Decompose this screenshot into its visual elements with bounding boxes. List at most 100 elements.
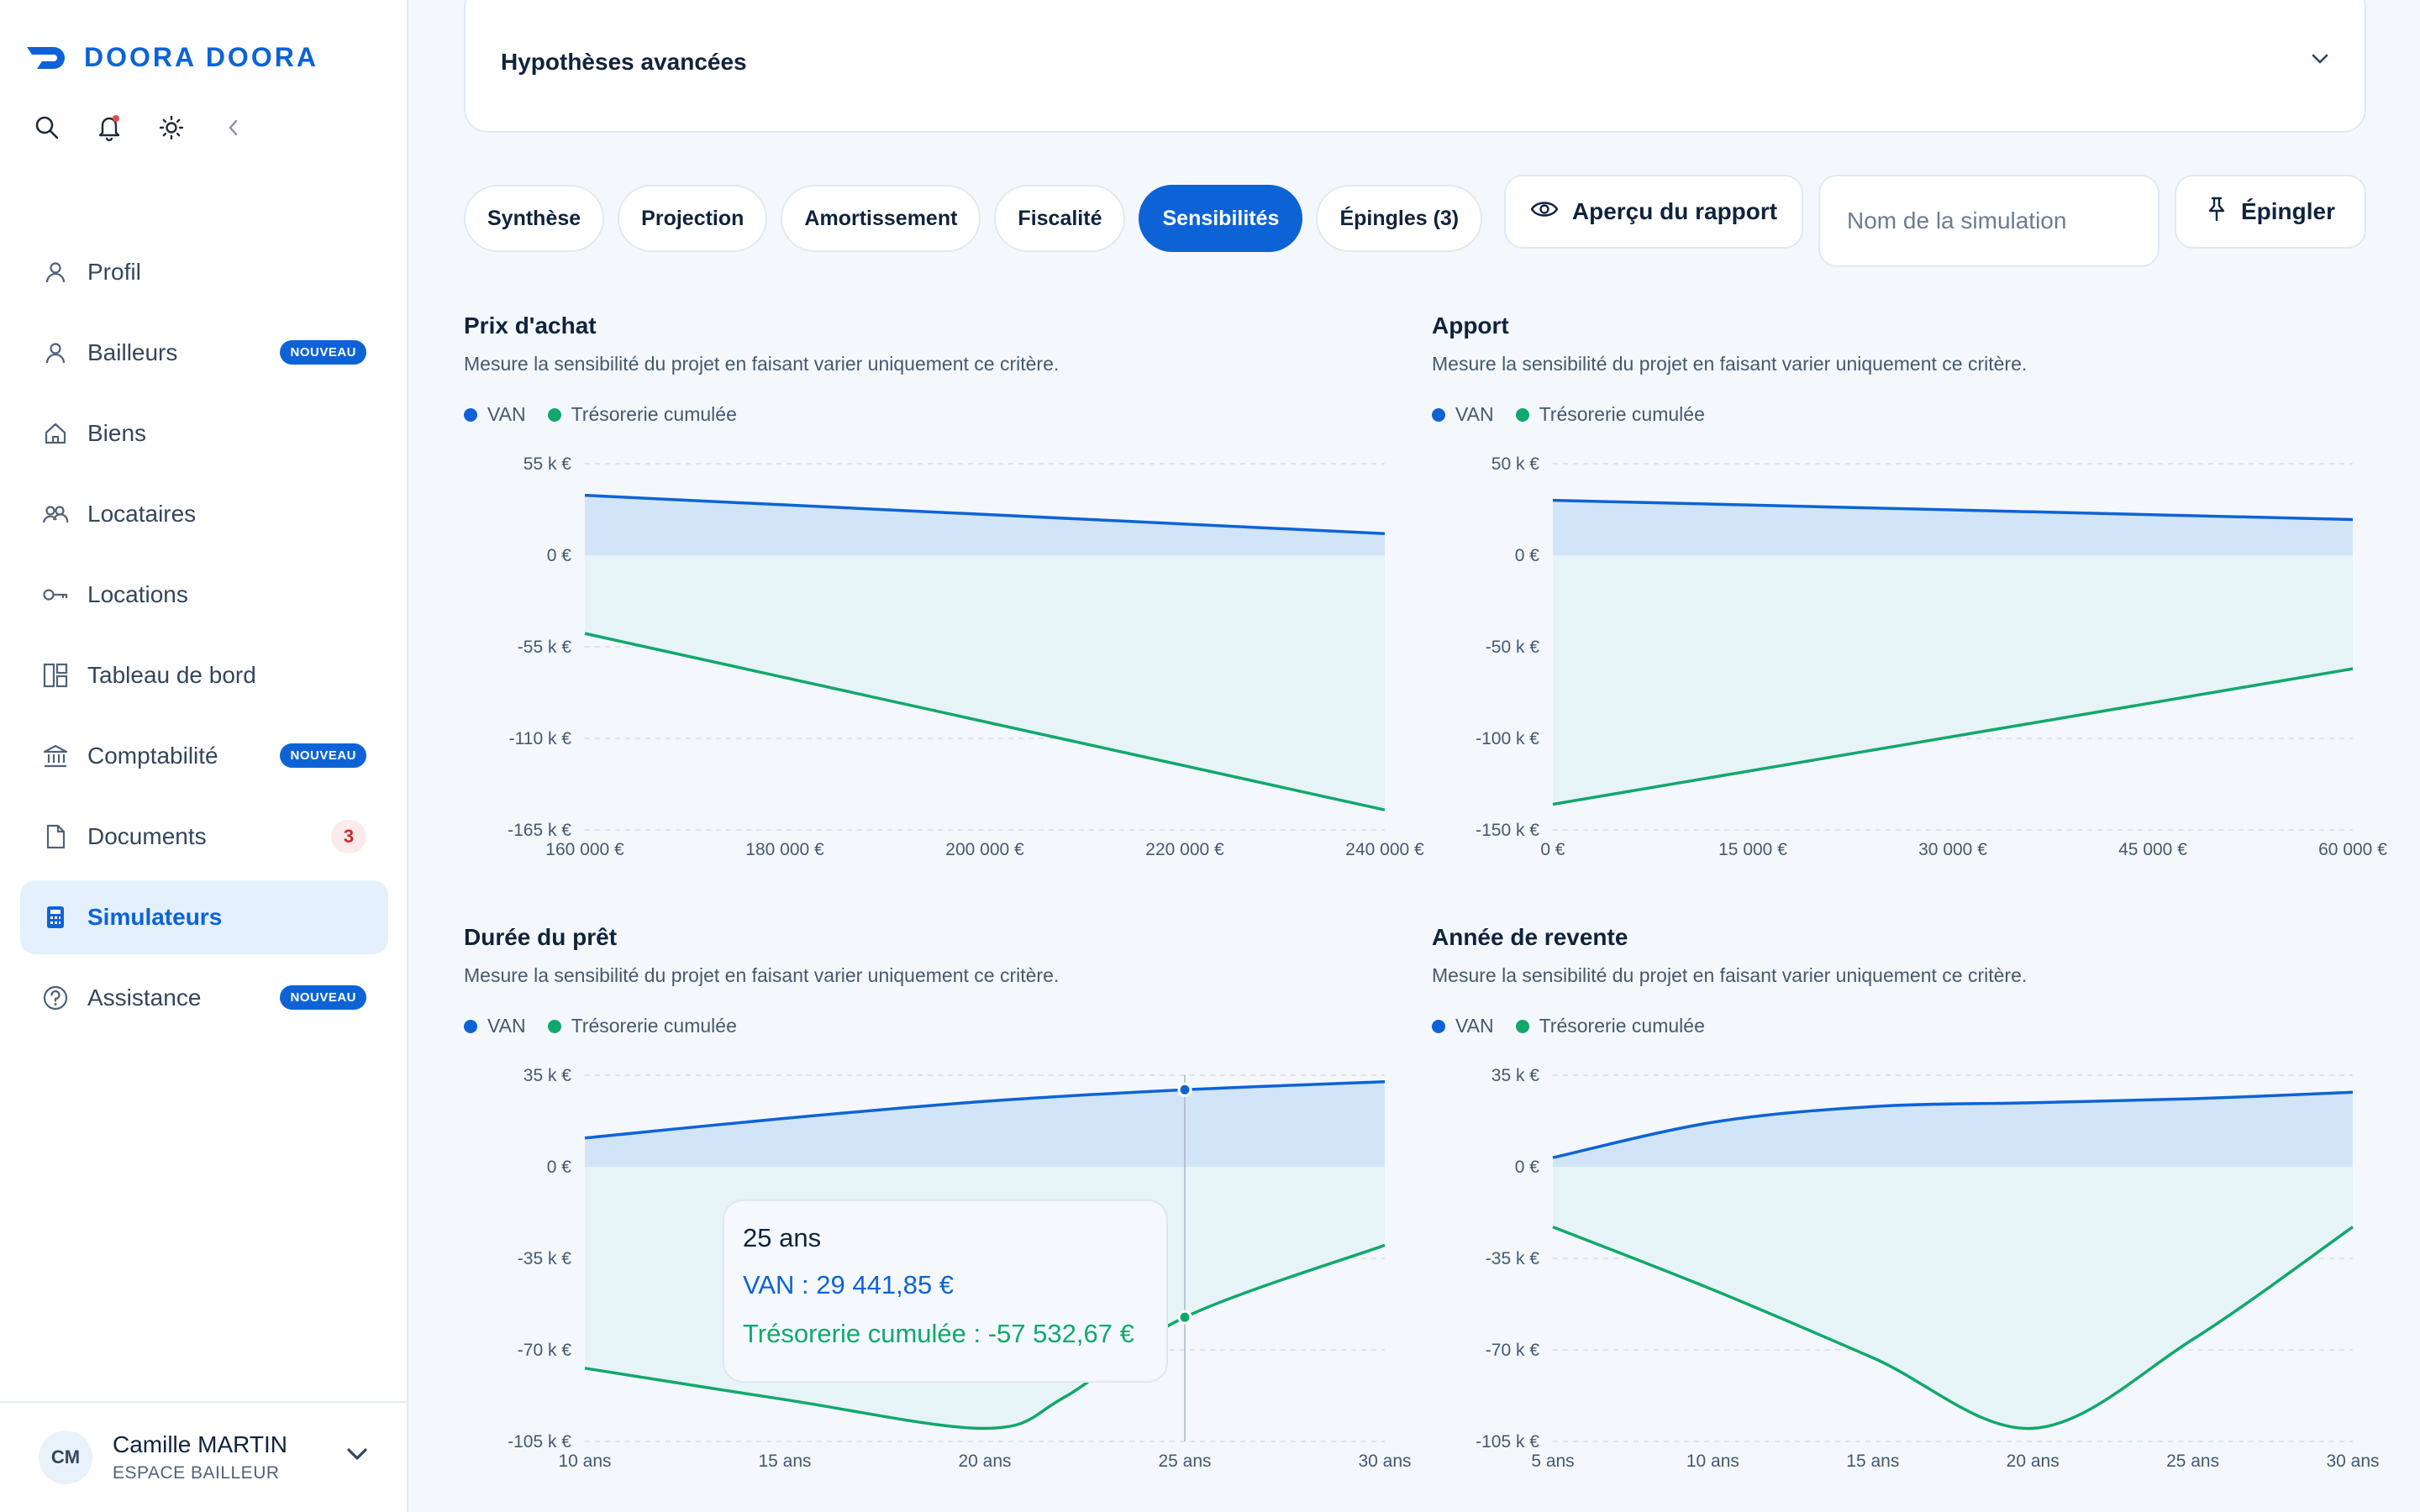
document-icon [39, 820, 72, 853]
eye-icon [1530, 198, 1559, 225]
x-tick-label: 30 ans [1358, 1452, 1411, 1471]
chevron-down-icon[interactable] [345, 1445, 370, 1467]
chart-description: Mesure la sensibilité du projet en faisa… [464, 353, 1060, 375]
van-line [1552, 1090, 2354, 1159]
y-tick-label: -70 k € [518, 1341, 572, 1360]
legend-dot-treso [1515, 407, 1529, 422]
chevron-down-icon[interactable] [2309, 50, 2331, 71]
chart-legend: VAN Trésorerie cumulée [464, 403, 737, 426]
sidebar-item-label: Bailleurs [87, 339, 178, 365]
x-tick-label: 60 000 € [2318, 840, 2387, 859]
legend-item-van[interactable]: VAN [464, 1015, 526, 1037]
user-role: ESPACE BAILLEUR [113, 1463, 280, 1483]
legend-label: VAN [487, 1015, 526, 1037]
chart-title: Durée du prêt [464, 924, 618, 950]
tab-fiscalite[interactable]: Fiscalité [994, 185, 1126, 252]
main-navigation: Profil Bailleurs NOUVEAU Biens Locataire… [20, 235, 388, 1042]
x-tick-label: 160 000 € [545, 840, 624, 859]
tooltip-treso: Trésorerie cumulée : -57 532,67 € [743, 1319, 1134, 1348]
treso-area [1553, 555, 2353, 805]
legend-label: VAN [487, 403, 526, 425]
legend-item-treso[interactable]: Trésorerie cumulée [1515, 403, 1705, 426]
sidebar-item-label: Profil [87, 259, 141, 285]
chart-prix-achat[interactable]: 55 k € 0 € -55 k € -110 k € -165 k €160 000 … [464, 438, 1424, 909]
sidebar-toolbar [34, 114, 247, 141]
brand-name: DOORA DOORA [84, 42, 318, 72]
x-tick-label: 240 000 € [1345, 840, 1424, 859]
sidebar-item-documents[interactable]: Documents 3 [20, 800, 388, 874]
user-name: Camille MARTIN [113, 1431, 287, 1457]
chart-panel-annee-revente: Année de revente Mesure la sensibilité d… [1432, 924, 2390, 1512]
x-tick-label: 15 000 € [1718, 840, 1787, 859]
tab-synthese[interactable]: Synthèse [464, 185, 605, 252]
collapse-chevron-icon[interactable] [220, 114, 247, 141]
x-tick-label: 30 ans [2326, 1452, 2379, 1471]
legend-label: Trésorerie cumulée [571, 1015, 737, 1037]
sidebar-item-locations[interactable]: Locations [20, 558, 388, 632]
user-menu[interactable]: CM Camille MARTIN ESPACE BAILLEUR [0, 1401, 408, 1512]
x-tick-label: 20 ans [2007, 1452, 2060, 1471]
tab-epingles[interactable]: Épingles (3) [1316, 185, 1483, 252]
user-info: Camille MARTIN ESPACE BAILLEUR [113, 1431, 287, 1483]
sidebar-item-biens[interactable]: Biens [20, 396, 388, 470]
chart-panel-prix-achat: Prix d'achat Mesure la sensibilité du pr… [464, 312, 1424, 900]
sidebar-item-assistance[interactable]: Assistance NOUVEAU [20, 961, 388, 1035]
y-tick-label: 35 k € [523, 1066, 572, 1085]
pin-button[interactable]: Épingler [2175, 175, 2366, 249]
theme-sun-icon[interactable] [158, 114, 185, 141]
search-icon[interactable] [34, 114, 60, 141]
y-tick-label: 55 k € [523, 454, 572, 474]
y-tick-label: -165 k € [508, 821, 571, 840]
y-tick-label: -35 k € [1486, 1249, 1540, 1268]
y-tick-label: 0 € [547, 546, 572, 565]
report-preview-button[interactable]: Aperçu du rapport [1504, 175, 1803, 249]
van-line [1552, 498, 2354, 522]
sidebar-item-simulateurs[interactable]: Simulateurs [20, 880, 388, 954]
y-tick-label: 35 k € [1491, 1066, 1540, 1085]
legend-item-van[interactable]: VAN [1432, 1015, 1494, 1037]
new-badge: NOUVEAU [280, 985, 366, 1010]
legend-item-treso[interactable]: Trésorerie cumulée [1515, 1015, 1705, 1037]
sidebar-item-label: Tableau de bord [87, 662, 256, 688]
x-tick-label: 0 € [1540, 840, 1565, 859]
brand-logo[interactable]: DOORA DOORA [25, 42, 318, 73]
chart-apport[interactable]: 50 k €0 €-50 k €-100 k €-150 k €0 €15 00… [1432, 438, 2387, 909]
tooltip-van: VAN : 29 441,85 € [743, 1270, 955, 1299]
simulation-name-input[interactable] [1818, 175, 2160, 267]
sidebar-item-profil[interactable]: Profil [20, 235, 388, 309]
tab-amortissement[interactable]: Amortissement [781, 185, 981, 252]
x-tick-label: 15 ans [758, 1452, 811, 1471]
sidebar-item-label: Assistance [87, 984, 202, 1011]
van-point [1177, 1082, 1192, 1097]
chart-annee-revente[interactable]: 35 k € 0 € -35 k € -70 k € -105 k €5 ans 10 a… [1432, 1050, 2379, 1512]
sidebar-item-bailleurs[interactable]: Bailleurs NOUVEAU [20, 316, 388, 390]
legend-item-van[interactable]: VAN [1432, 403, 1494, 426]
x-tick-label: 45 000 € [2118, 840, 2187, 859]
key-icon [39, 578, 72, 612]
sidebar-item-tableau-de-bord[interactable]: Tableau de bord [20, 638, 388, 712]
x-tick-label: 200 000 € [945, 840, 1024, 859]
tab-sensibilites[interactable]: Sensibilités [1139, 185, 1303, 252]
sidebar-item-locataires[interactable]: Locataires [20, 477, 388, 551]
y-tick-label: 0 € [1515, 1158, 1540, 1177]
treso-area [585, 555, 1385, 811]
tab-projection[interactable]: Projection [618, 185, 768, 252]
y-tick-label: -35 k € [518, 1249, 572, 1268]
y-tick-label: -150 k € [1476, 821, 1539, 840]
y-tick-label: 0 € [547, 1158, 572, 1177]
legend-item-treso[interactable]: Trésorerie cumulée [547, 403, 737, 426]
sidebar-item-label: Locations [87, 581, 188, 607]
results-tabs: Synthèse Projection Amortissement Fiscal… [464, 185, 1483, 252]
sidebar-item-comptabilite[interactable]: Comptabilité NOUVEAU [20, 719, 388, 793]
legend-dot-treso [547, 407, 561, 422]
sidebar-item-label: Comptabilité [87, 743, 218, 769]
y-tick-label: -50 k € [1486, 638, 1540, 657]
chart-legend: VAN Trésorerie cumulée [464, 1015, 737, 1037]
legend-item-van[interactable]: VAN [464, 403, 526, 426]
advanced-assumptions-accordion[interactable]: Hypothèses avancées [464, 0, 2366, 133]
notification-bell-icon[interactable] [96, 114, 123, 141]
y-tick-label: 0 € [1515, 546, 1540, 565]
sidebar-item-label: Simulateurs [87, 904, 223, 930]
van-area [1553, 500, 2353, 555]
legend-item-treso[interactable]: Trésorerie cumulée [547, 1015, 737, 1037]
